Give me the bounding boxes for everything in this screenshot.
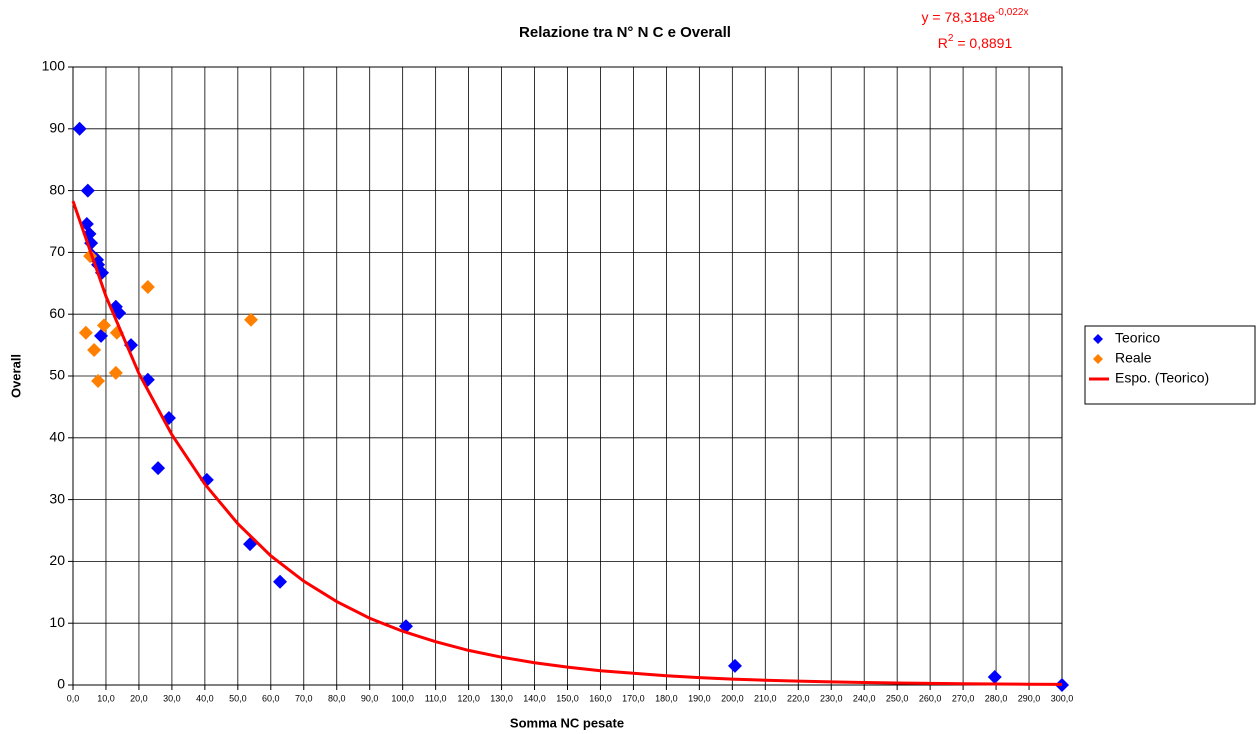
x-tick-label: 130,0 — [490, 693, 513, 703]
x-tick-label: 110,0 — [425, 693, 447, 703]
y-tick-label: 80 — [49, 181, 65, 197]
legend-swatch — [1093, 334, 1103, 344]
x-tick-label: 250,0 — [886, 693, 909, 703]
x-tick-label: 140,0 — [523, 693, 546, 703]
y-tick-label: 30 — [49, 490, 65, 506]
legend-label: Reale — [1115, 350, 1152, 366]
x-axis-title: Somma NC pesate — [510, 715, 624, 730]
trendline-equation: y = 78,318e-0,022x — [922, 7, 1029, 25]
point — [80, 183, 95, 198]
x-tick-label: 150,0 — [556, 693, 579, 703]
trendline — [71, 200, 1063, 686]
legend-label: Teorico — [1115, 330, 1160, 346]
point — [140, 280, 155, 295]
equation-exponent: -0,022x — [995, 7, 1028, 18]
legend-swatch — [1093, 354, 1103, 364]
y-tick-label: 0 — [57, 676, 65, 692]
x-tick-label: 260,0 — [919, 693, 942, 703]
x-tick-label: 200,0 — [721, 693, 744, 703]
x-tick-label: 120,0 — [457, 693, 480, 703]
x-tick-label: 290,0 — [1018, 693, 1041, 703]
chart-title: Relazione tra N° N C e Overall — [519, 24, 731, 41]
y-tick-label: 70 — [49, 243, 65, 259]
y-tick-label: 40 — [49, 429, 65, 445]
x-tick-label: 170,0 — [622, 693, 645, 703]
x-tick-label: 240,0 — [853, 693, 876, 703]
y-axis-title: Overall — [8, 354, 23, 398]
y-tick-label: 90 — [49, 120, 65, 136]
x-tick-label: 190,0 — [688, 693, 711, 703]
x-tick-label: 90,0 — [361, 693, 379, 703]
x-tick-label: 60,0 — [262, 693, 280, 703]
legend-label: Espo. (Teorico) — [1115, 370, 1209, 386]
y-tick-label: 60 — [49, 305, 65, 321]
x-tick-label: 210,0 — [754, 693, 777, 703]
x-tick-label: 80,0 — [328, 693, 346, 703]
point — [94, 328, 109, 343]
trendline-r2: R2 = 0,8891 — [938, 33, 1013, 51]
y-tick-label: 20 — [49, 552, 65, 568]
x-tick-label: 220,0 — [787, 693, 810, 703]
x-tick-label: 300,0 — [1051, 693, 1074, 703]
r2-base: R — [938, 35, 948, 51]
point — [78, 325, 93, 340]
point — [72, 121, 87, 136]
y-tick-label: 10 — [49, 614, 65, 630]
point — [87, 343, 102, 358]
point — [987, 669, 1002, 684]
x-tick-label: 100,0 — [391, 693, 414, 703]
x-tick-label: 10,0 — [97, 693, 115, 703]
point — [727, 658, 742, 673]
legend-box — [1084, 325, 1256, 405]
x-tick-label: 180,0 — [655, 693, 678, 703]
point — [108, 365, 123, 380]
point — [244, 312, 259, 327]
x-tick-label: 270,0 — [952, 693, 975, 703]
equation-base: y = 78,318e — [922, 9, 996, 25]
x-tick-label: 20,0 — [130, 693, 148, 703]
x-tick-label: 30,0 — [163, 693, 181, 703]
x-tick-label: 0,0 — [67, 693, 80, 703]
x-tick-label: 160,0 — [589, 693, 612, 703]
r2-exponent: 2 — [948, 33, 954, 44]
point — [273, 574, 288, 589]
x-tick-label: 280,0 — [985, 693, 1008, 703]
point — [1055, 678, 1069, 692]
x-tick-label: 70,0 — [295, 693, 313, 703]
x-tick-label: 40,0 — [196, 693, 214, 703]
y-tick-label: 100 — [42, 58, 66, 74]
point — [151, 461, 166, 476]
x-tick-label: 50,0 — [229, 693, 247, 703]
point — [91, 373, 106, 388]
point — [96, 318, 111, 333]
y-tick-label: 50 — [49, 367, 65, 383]
r2-rest: = 0,8891 — [953, 35, 1012, 51]
x-tick-label: 230,0 — [820, 693, 843, 703]
